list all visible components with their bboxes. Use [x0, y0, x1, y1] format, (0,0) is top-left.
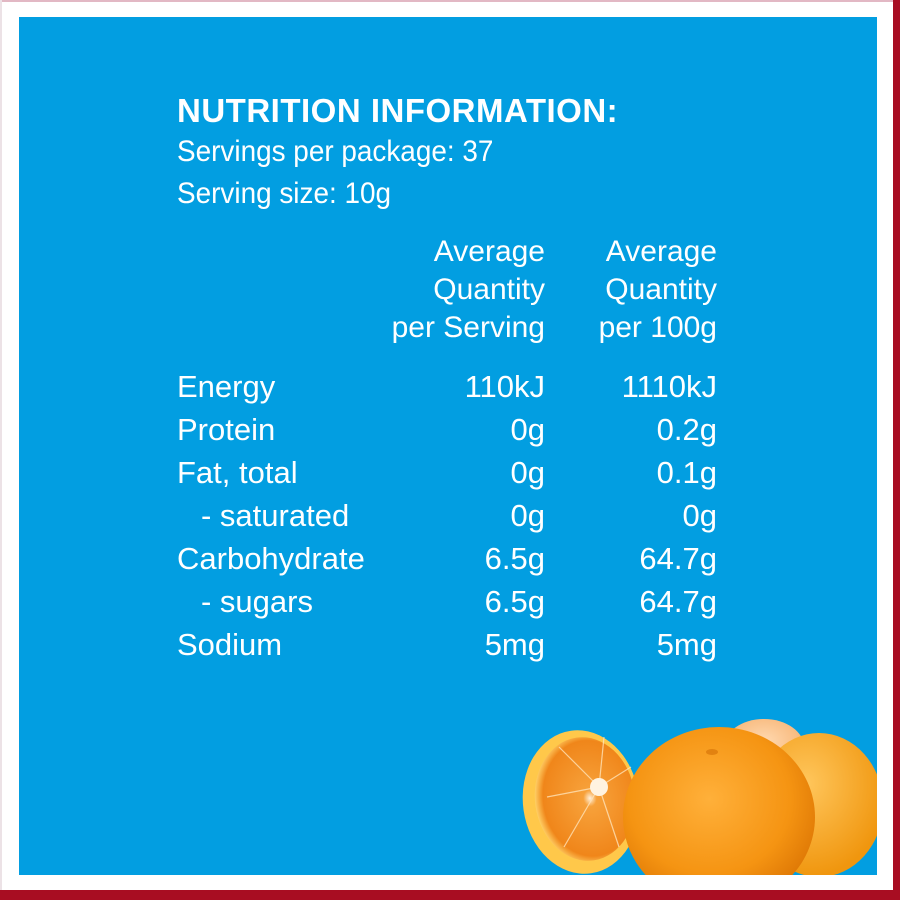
per-100g-value: 5mg	[656, 627, 717, 662]
table-body: Energy 110kJ 1110kJ Protein 0g 0.2g Fat,…	[177, 365, 717, 666]
per-100g-value: 0.1g	[656, 455, 717, 490]
nutrient-label: Protein	[177, 412, 276, 447]
nutrient-label: - sugars	[201, 584, 313, 619]
header-line: Average	[433, 235, 545, 268]
top-border	[0, 0, 900, 2]
oranges-icon	[522, 719, 877, 875]
per-serving-value: 5mg	[484, 627, 545, 662]
per-serving-value: 6.5g	[484, 584, 545, 619]
nutrient-label: - saturated	[201, 498, 350, 533]
column-header-per-serving: Average Quantity per Serving	[392, 233, 545, 347]
per-serving-value: 0g	[510, 412, 545, 447]
table-row-fat-total: Fat, total 0g 0.1g	[177, 451, 717, 494]
right-red-border	[893, 0, 900, 900]
header-line: Average	[605, 235, 717, 268]
table-row-protein: Protein 0g 0.2g	[177, 408, 717, 451]
table-header: Average Quantity per Serving Average Qua…	[177, 233, 717, 353]
table-row-sodium: Sodium 5mg 5mg	[177, 623, 717, 666]
table-row-saturated: - saturated 0g 0g	[177, 494, 717, 537]
per-100g-value: 0.2g	[656, 412, 717, 447]
table-row-sugars: - sugars 6.5g 64.7g	[177, 580, 717, 623]
nutrition-table: Average Quantity per Serving Average Qua…	[177, 233, 717, 662]
per-100g-value: 64.7g	[639, 541, 717, 576]
nutrition-title: NUTRITION INFORMATION:	[177, 92, 619, 129]
per-100g-value: 1110kJ	[621, 369, 717, 404]
servings-per-package: Servings per package: 37	[177, 135, 494, 168]
header-line: Quantity	[605, 273, 717, 306]
header-line: per 100g	[598, 311, 717, 344]
nutrition-content: NUTRITION INFORMATION: Servings per pack…	[177, 91, 717, 662]
per-serving-value: 0g	[510, 455, 545, 490]
per-serving-value: 6.5g	[484, 541, 545, 576]
per-100g-value: 0g	[682, 498, 717, 533]
column-header-per-100g: Average Quantity per 100g	[599, 233, 717, 347]
bottom-red-border	[0, 890, 900, 900]
table-row-carbohydrate: Carbohydrate 6.5g 64.7g	[177, 537, 717, 580]
nutrient-label: Energy	[177, 369, 276, 404]
nutrient-label: Carbohydrate	[177, 541, 365, 576]
per-serving-value: 0g	[510, 498, 545, 533]
per-100g-value: 64.7g	[639, 584, 717, 619]
table-row-energy: Energy 110kJ 1110kJ	[177, 365, 717, 408]
per-serving-value: 110kJ	[464, 369, 545, 404]
nutrient-label: Sodium	[177, 627, 283, 662]
header-line: per Serving	[391, 311, 545, 344]
header-line: Quantity	[433, 273, 545, 306]
nutrition-panel: NUTRITION INFORMATION: Servings per pack…	[19, 17, 877, 875]
serving-size: Serving size: 10g	[177, 177, 392, 210]
nutrient-label: Fat, total	[177, 455, 298, 490]
left-border	[0, 0, 2, 900]
